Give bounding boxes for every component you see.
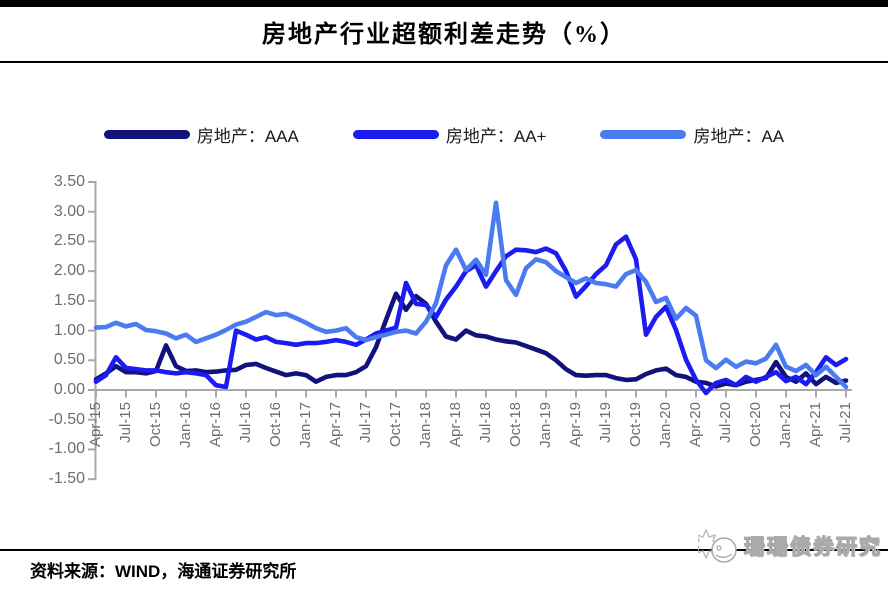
legend-label-aaa: 房地产：AAA — [196, 127, 299, 146]
x-axis-tick-label: Jul-15 — [117, 402, 134, 443]
x-axis-tick-label: Oct-16 — [267, 402, 284, 448]
series-line-1 — [93, 234, 849, 396]
x-axis-tick-label: Apr-17 — [327, 402, 344, 448]
x-axis-tick-label: Jan-21 — [777, 402, 794, 448]
legend-item-aaa: 房地产：AAA — [103, 122, 299, 147]
x-axis-tick-label: Apr-15 — [87, 402, 104, 448]
series-line-2 — [93, 200, 849, 390]
x-axis-tick-label: Jan-17 — [297, 402, 314, 448]
x-axis-tick-label: Oct-18 — [507, 402, 524, 448]
x-axis-tick-label: Oct-17 — [387, 402, 404, 448]
x-axis-tick-label: Jan-16 — [177, 402, 194, 448]
y-axis-tick-label: 1.50 — [53, 291, 85, 309]
x-axis-tick-label: Apr-18 — [447, 402, 464, 448]
chart-title: 房地产行业超额利差走势（%） — [262, 22, 626, 48]
y-axis-tick-label: 1.00 — [53, 321, 85, 339]
x-axis-tick-label: Oct-15 — [147, 402, 164, 448]
x-axis-tick-label: Apr-20 — [687, 402, 704, 448]
y-axis-tick-label: 0.00 — [53, 381, 85, 398]
y-axis-tick-label: -0.50 — [48, 410, 85, 428]
y-axis-tick-label: 3.00 — [53, 202, 85, 220]
legend: 房地产：AAA 房地产：AA+ 房地产：AA — [0, 122, 888, 147]
source-note: 资料来源：WIND，海通证券研究所 — [30, 562, 297, 581]
x-axis-tick-label: Oct-20 — [747, 402, 764, 448]
x-axis-tick-label: Apr-16 — [207, 402, 224, 448]
y-axis-tick-label: 3.50 — [53, 172, 85, 190]
legend-label-aa-plus: 房地产：AA+ — [445, 127, 547, 146]
x-axis-tick-label: Jul-16 — [237, 402, 254, 443]
x-axis-tick-label: Jan-20 — [657, 402, 674, 448]
y-axis-tick-label: 2.50 — [53, 232, 85, 250]
y-axis-tick-label: 0.50 — [53, 351, 85, 369]
title-divider — [0, 61, 888, 63]
x-axis-tick-label: Jul-18 — [477, 402, 494, 443]
series-line-0 — [93, 291, 849, 389]
top-rule — [0, 0, 888, 7]
legend-item-aa: 房地产：AA — [600, 122, 784, 147]
x-axis-tick-label: Jan-18 — [417, 402, 434, 448]
y-axis-tick-label: -1.50 — [48, 470, 85, 488]
x-axis-tick-label: Jul-21 — [837, 402, 854, 443]
x-axis-tick-label: Jul-19 — [597, 402, 614, 443]
x-axis-tick-label: Apr-19 — [567, 402, 584, 448]
legend-swatch-aa-plus — [352, 130, 439, 139]
watermark-mascot-icon — [698, 528, 737, 563]
x-axis-tick-label: Apr-21 — [807, 402, 824, 448]
watermark: 珊珊债券研究 — [698, 524, 882, 568]
footer-rule — [0, 549, 888, 551]
x-axis-tick-label: Jul-20 — [717, 402, 734, 443]
y-axis-tick-label: 2.00 — [53, 262, 85, 280]
legend-label-aa: 房地产：AA — [693, 127, 785, 146]
legend-swatch-aa — [600, 130, 687, 139]
x-axis-tick-label: Jan-19 — [537, 402, 554, 448]
legend-item-aa-plus: 房地产：AA+ — [352, 122, 547, 147]
x-axis-tick-label: Oct-19 — [627, 402, 644, 448]
watermark-text: 珊珊债券研究 — [743, 535, 882, 559]
y-axis-tick-label: -1.00 — [48, 440, 85, 458]
legend-swatch-aaa — [103, 130, 190, 139]
x-axis-tick-label: Jul-17 — [357, 402, 374, 443]
